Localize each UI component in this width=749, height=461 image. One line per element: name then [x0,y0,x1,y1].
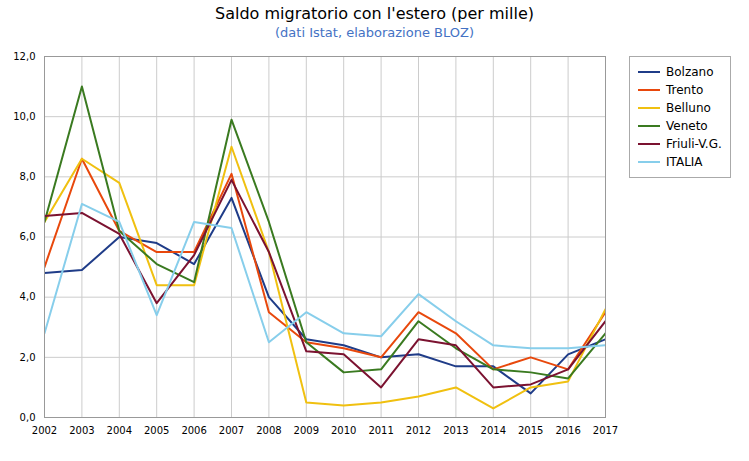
svg-text:4,0: 4,0 [20,291,36,302]
svg-text:12,0: 12,0 [13,51,35,62]
svg-text:6,0: 6,0 [20,231,36,242]
svg-text:2003: 2003 [69,425,94,436]
html-text:Bolzano: Bolzano [666,65,714,79]
svg-text:2014: 2014 [481,425,506,436]
svg-text:2012: 2012 [406,425,431,436]
svg-text:2004: 2004 [107,425,132,436]
html-text:Saldo migratorio con l'estero: Saldo migratorio con l'estero (per mille… [215,4,534,23]
html-text:Veneto: Veneto [666,119,708,133]
svg-text:2010: 2010 [331,425,356,436]
svg-text:2007: 2007 [219,425,244,436]
svg-text:2,0: 2,0 [20,352,36,363]
html-text:(dati Istat, elaborazione BLOZ: (dati Istat, elaborazione BLOZ) [275,25,474,40]
html-text:ITALIA: ITALIA [666,155,703,169]
svg-text:0,0: 0,0 [20,412,36,423]
svg-text:8,0: 8,0 [20,171,36,182]
svg-text:10,0: 10,0 [13,111,35,122]
svg-text:2008: 2008 [256,425,281,436]
svg-text:2016: 2016 [555,425,580,436]
svg-text:2002: 2002 [32,425,57,436]
svg-text:2005: 2005 [144,425,169,436]
svg-text:2011: 2011 [368,425,393,436]
svg-text:2015: 2015 [518,425,543,436]
svg-text:2017: 2017 [593,425,618,436]
svg-text:2009: 2009 [294,425,319,436]
html-text:Friuli-V.G.: Friuli-V.G. [666,137,722,151]
html-text:Belluno: Belluno [666,101,711,115]
svg-text:2006: 2006 [181,425,206,436]
html-text:Trento: Trento [666,83,704,97]
svg-text:2013: 2013 [443,425,468,436]
